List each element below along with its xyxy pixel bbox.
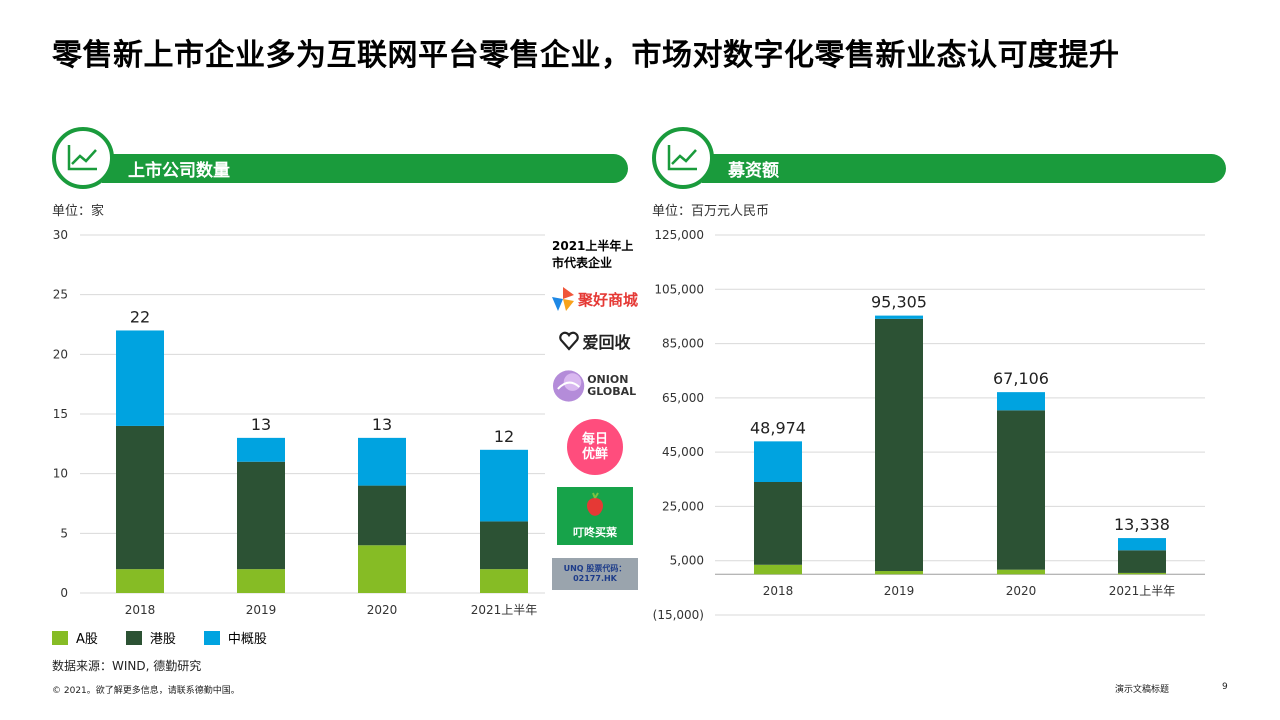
bar-segment <box>1118 550 1166 573</box>
bar-total-label: 12 <box>494 427 514 446</box>
onion-logo-text: ONION GLOBAL <box>587 373 637 398</box>
y-tick-label: 65,000 <box>662 391 704 405</box>
bar-segment <box>997 569 1045 575</box>
y-tick-label: 10 <box>53 467 68 481</box>
legend-swatch <box>52 630 68 645</box>
juhao-logo-text: 聚好商城 <box>578 290 639 309</box>
legend-swatch <box>203 630 220 645</box>
bar-segment <box>480 521 528 570</box>
bar-segment <box>358 545 406 593</box>
dingdong-logo-icon: 叮咚买菜 <box>552 487 638 545</box>
page-number: 9 <box>1222 682 1228 692</box>
listed-companies-chart: 0 5 10 15 20 25 30 22 2018 13 2019 13 2020 12 2021上半年 <box>53 228 545 617</box>
line-chart-icon <box>52 127 114 189</box>
bar-segment <box>358 437 406 486</box>
y-tick-label: 25,000 <box>662 499 704 513</box>
footer-doc-title: 演示文稿标题 <box>1115 685 1170 695</box>
data-source: 数据来源：WIND, 德勤研究 <box>52 659 202 673</box>
bar-segment <box>480 449 528 522</box>
y-tick-label: 25 <box>53 288 68 302</box>
y-tick-label: 105,000 <box>654 282 704 296</box>
onion-logo-icon: ONION GLOBAL <box>552 368 638 404</box>
bar-total-label: 22 <box>130 307 150 326</box>
bar-segment <box>875 318 923 572</box>
y-tick-label: 0 <box>60 586 68 600</box>
representatives-title: 2021上半年上市代表企业 <box>552 239 634 270</box>
bar-segment <box>116 425 164 570</box>
fundraising-chart: (15,000) 5,000 25,000 45,000 65,000 85,000 105… <box>653 228 1205 622</box>
bar-segment <box>997 392 1045 411</box>
y-tick-label: 20 <box>53 347 68 361</box>
bar-segment <box>358 485 406 546</box>
bar-segment <box>875 315 923 319</box>
y-tick-label: 45,000 <box>662 445 704 459</box>
bar-segment <box>1118 572 1166 575</box>
page-title: 零售新上市企业多为互联网平台零售企业，市场对数字化零售新业态认可度提升 <box>52 38 1120 73</box>
y-tick-label: 85,000 <box>662 337 704 351</box>
y-tick-label: 30 <box>53 228 68 242</box>
bar-total-label: 95,305 <box>871 293 927 312</box>
bar-segment <box>480 569 528 593</box>
bar-segment <box>754 482 802 565</box>
bar-segment <box>116 330 164 426</box>
missfresh-logo-icon: 每日优鲜 <box>552 419 638 475</box>
footer-copyright: © 2021。欲了解更多信息，请联系德勤中国。 <box>52 686 240 696</box>
chart-legend: A股 港股 中概股 <box>52 628 267 647</box>
dingdong-logo-text: 叮咚买菜 <box>573 526 617 539</box>
legend-item-a-share: A股 <box>52 628 98 647</box>
bar-segment <box>237 569 285 593</box>
legend-item-hk-share: 港股 <box>125 628 176 647</box>
y-tick-label: 5,000 <box>670 554 704 568</box>
bar-total-label: 13 <box>372 415 392 434</box>
x-tick-label: 2020 <box>367 603 398 617</box>
unq-logo-icon: UNQ 股票代码：02177.HK <box>552 558 638 590</box>
x-tick-label: 2020 <box>1006 584 1037 598</box>
y-tick-label: 125,000 <box>654 228 704 242</box>
juhao-logo-icon: 聚好商城 <box>552 284 638 314</box>
x-tick-label: 2018 <box>763 584 794 598</box>
unq-logo-text: UNQ 股票代码：02177.HK <box>563 564 627 583</box>
bar-segment <box>875 571 923 575</box>
bar-total-label: 13 <box>251 415 271 434</box>
y-tick-label: 15 <box>53 407 68 421</box>
y-tick-label: 5 <box>60 526 68 540</box>
x-tick-label: 2018 <box>125 603 156 617</box>
bar-segment <box>997 410 1045 570</box>
bar-segment <box>754 564 802 575</box>
bar-total-label: 13,338 <box>1114 515 1170 534</box>
bar-segment <box>116 569 164 593</box>
bar-segment <box>754 441 802 482</box>
left-unit-label: 单位：家 <box>52 204 105 219</box>
left-panel-title: 上市公司数量 <box>128 161 230 181</box>
x-tick-label: 2021上半年 <box>1109 584 1176 598</box>
aihuishou-logo-text: 爱回收 <box>582 333 631 352</box>
aihuishou-logo-icon: 爱回收 <box>552 327 638 355</box>
x-tick-label: 2021上半年 <box>471 603 538 617</box>
bar-segment <box>237 437 285 462</box>
legend-swatch <box>125 630 142 645</box>
right-unit-label: 单位：百万元人民币 <box>652 204 770 219</box>
legend-item-us-listed: 中概股 <box>203 628 267 647</box>
missfresh-logo-text: 每日优鲜 <box>581 432 608 462</box>
x-tick-label: 2019 <box>884 584 915 598</box>
y-tick-label: (15,000) <box>653 608 704 622</box>
left-panel-header: 上市公司数量 <box>52 127 632 197</box>
right-panel-title: 募资额 <box>728 161 779 181</box>
right-panel-header: 募资额 <box>652 127 1232 197</box>
bar-segment <box>237 461 285 570</box>
x-tick-label: 2019 <box>246 603 277 617</box>
bar-total-label: 67,106 <box>993 369 1049 388</box>
line-chart-icon <box>652 127 714 189</box>
bar-segment <box>1118 538 1166 551</box>
bar-total-label: 48,974 <box>750 418 806 437</box>
